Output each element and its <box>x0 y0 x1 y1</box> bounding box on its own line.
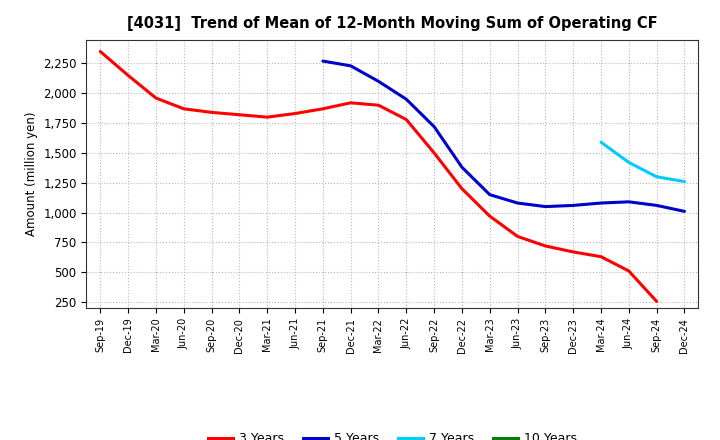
3 Years <box>458 186 467 191</box>
Line: 7 Years: 7 Years <box>601 142 685 182</box>
5 Years <box>402 97 410 102</box>
3 Years <box>541 243 550 249</box>
3 Years <box>291 111 300 116</box>
5 Years <box>485 192 494 197</box>
3 Years <box>179 106 188 111</box>
7 Years <box>652 174 661 180</box>
3 Years <box>597 254 606 259</box>
5 Years <box>513 200 522 205</box>
3 Years <box>346 100 355 106</box>
5 Years <box>318 59 327 64</box>
7 Years <box>624 160 633 165</box>
Line: 5 Years: 5 Years <box>323 61 685 211</box>
5 Years <box>374 79 383 84</box>
3 Years <box>430 150 438 156</box>
5 Years <box>624 199 633 205</box>
Title: [4031]  Trend of Mean of 12-Month Moving Sum of Operating CF: [4031] Trend of Mean of 12-Month Moving … <box>127 16 657 32</box>
5 Years <box>541 204 550 209</box>
7 Years <box>597 139 606 145</box>
3 Years <box>124 73 132 78</box>
3 Years <box>152 95 161 101</box>
5 Years <box>346 63 355 69</box>
3 Years <box>652 299 661 304</box>
5 Years <box>652 203 661 208</box>
3 Years <box>624 268 633 274</box>
5 Years <box>458 165 467 170</box>
7 Years <box>680 179 689 184</box>
3 Years <box>96 49 104 54</box>
Legend: 3 Years, 5 Years, 7 Years, 10 Years: 3 Years, 5 Years, 7 Years, 10 Years <box>202 427 582 440</box>
3 Years <box>263 114 271 120</box>
Line: 3 Years: 3 Years <box>100 51 657 301</box>
5 Years <box>680 209 689 214</box>
3 Years <box>402 117 410 122</box>
5 Years <box>597 200 606 205</box>
5 Years <box>569 203 577 208</box>
3 Years <box>318 106 327 111</box>
3 Years <box>569 249 577 255</box>
Y-axis label: Amount (million yen): Amount (million yen) <box>24 112 37 236</box>
3 Years <box>513 234 522 239</box>
3 Years <box>485 213 494 219</box>
3 Years <box>207 110 216 115</box>
5 Years <box>430 124 438 129</box>
3 Years <box>235 112 243 117</box>
3 Years <box>374 103 383 108</box>
